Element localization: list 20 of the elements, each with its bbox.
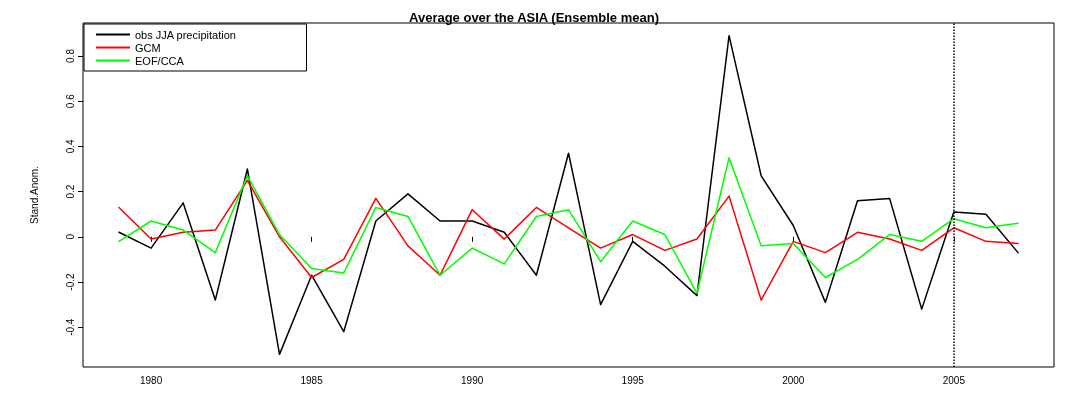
y-tick-label: 0 xyxy=(64,233,76,240)
y-tick-label: 0.2 xyxy=(64,184,76,199)
y-tick-label: 0.4 xyxy=(64,139,76,154)
x-tick-label: 2005 xyxy=(942,374,966,386)
y-tick-label: 0.8 xyxy=(64,48,76,63)
legend-label: obs JJA precipitation xyxy=(135,28,236,41)
x-tick-label: 1985 xyxy=(300,374,324,386)
chart-title: Average over the ASIA (Ensemble mean) xyxy=(409,10,659,25)
y-tick-label: -0.2 xyxy=(64,272,76,291)
y-tick-label: -0.4 xyxy=(64,318,76,336)
x-tick-label: 1980 xyxy=(139,374,163,386)
line-series xyxy=(118,156,1019,295)
x-tick-label: 1990 xyxy=(461,374,484,386)
x-tick-label: 2000 xyxy=(782,374,805,386)
line-series xyxy=(118,179,1019,301)
x-tick-label: 1995 xyxy=(621,374,645,386)
y-tick-label: 0.6 xyxy=(64,93,76,109)
legend-label: GCM xyxy=(135,41,161,54)
y-axis-title: Stand.Anom. xyxy=(28,166,40,224)
legend-label: EOF/CCA xyxy=(135,54,185,67)
